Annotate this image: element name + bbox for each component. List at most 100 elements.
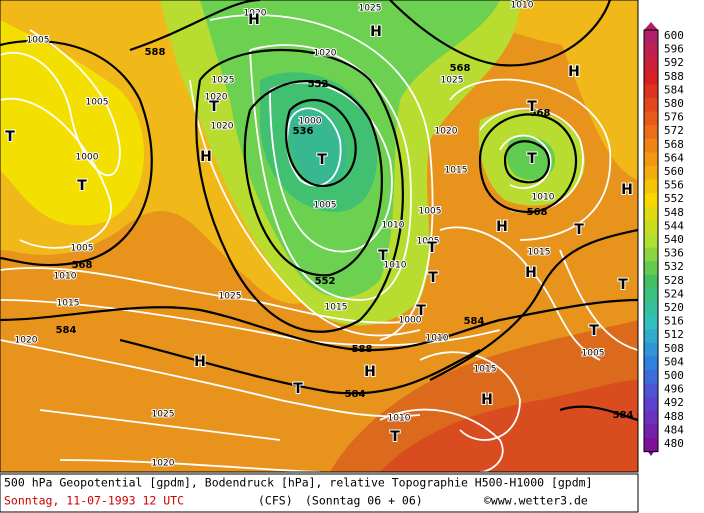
colorbar-label: 544 xyxy=(664,219,684,232)
isobar-label: 1025 xyxy=(441,76,464,86)
pressure-center: T xyxy=(527,151,537,167)
isobar-label: 1020 xyxy=(314,49,337,59)
colorbar-label: 576 xyxy=(664,111,684,124)
pressure-center: T xyxy=(618,277,628,293)
colorbar-label: 500 xyxy=(664,369,684,382)
caption-box xyxy=(0,473,639,513)
colorbar-label: 520 xyxy=(664,301,684,314)
caption-model: (CFS) xyxy=(258,494,293,508)
colorbar-cell xyxy=(644,438,658,453)
colorbar-label: 592 xyxy=(664,56,684,69)
colorbar-cell xyxy=(644,193,658,208)
caption-line: 500 hPa Geopotential [gpdm], Bodendruck … xyxy=(4,476,593,490)
isobar-label: 1005 xyxy=(86,98,109,108)
isobar-label: 1015 xyxy=(528,248,551,258)
colorbar-cell xyxy=(644,410,658,425)
isobar-label: 1025 xyxy=(212,76,235,86)
colorbar-cell xyxy=(644,125,658,140)
geopotential-label: 552 xyxy=(315,276,336,287)
isobar-label: 1010 xyxy=(382,221,405,231)
colorbar-label: 528 xyxy=(664,274,684,287)
colorbar-cell xyxy=(644,111,658,126)
colorbar-cell xyxy=(644,424,658,439)
colorbar-cell xyxy=(644,234,658,249)
geopotential-label: 568 xyxy=(72,260,93,271)
colorbar-cell xyxy=(644,397,658,412)
geopotential-label: 588 xyxy=(145,47,166,58)
colorbar-top xyxy=(644,22,658,30)
pressure-center: H xyxy=(200,149,212,165)
geopotential-label: 568 xyxy=(527,207,548,218)
colorbar-cell xyxy=(644,288,658,303)
colorbar-label: 560 xyxy=(664,165,684,178)
colorbar-cell xyxy=(644,247,658,262)
caption-date: Sonntag, 11-07-1993 12 UTC xyxy=(4,494,184,508)
colorbar-cell xyxy=(644,84,658,99)
colorbar-label: 524 xyxy=(664,287,684,300)
colorbar-label: 508 xyxy=(664,342,684,355)
isobar-label: 1020 xyxy=(15,336,38,346)
isobar-label: 1010 xyxy=(532,193,555,203)
map-frame xyxy=(0,0,639,473)
colorbar-label: 488 xyxy=(664,410,684,423)
colorbar-cell xyxy=(644,138,658,153)
colorbar-cell xyxy=(644,70,658,85)
geopotential-label: 552 xyxy=(308,79,329,90)
colorbar-label: 572 xyxy=(664,124,684,137)
colorbar-label: 552 xyxy=(664,192,684,205)
colorbar-label: 492 xyxy=(664,396,684,409)
colorbar-cell xyxy=(644,57,658,72)
isobar-label: 1000 xyxy=(299,117,322,127)
isobar-label: 1015 xyxy=(325,303,348,313)
colorbar-cell xyxy=(644,30,658,45)
pressure-center: T xyxy=(77,178,87,194)
pressure-center: T xyxy=(390,429,400,445)
colorbar-label: 580 xyxy=(664,97,684,110)
isobar-label: 1020 xyxy=(205,93,228,103)
colorbar-label: 536 xyxy=(664,247,684,260)
colorbar-label: 504 xyxy=(664,355,684,368)
colorbar-label: 480 xyxy=(664,437,684,450)
colorbar-label: 516 xyxy=(664,315,684,328)
colorbar-label: 564 xyxy=(664,151,684,164)
isobar-label: 1020 xyxy=(244,9,267,19)
colorbar-label: 584 xyxy=(664,83,684,96)
isobar-label: 1015 xyxy=(445,166,468,176)
isobar-label: 1025 xyxy=(219,292,242,302)
colorbar-label: 588 xyxy=(664,70,684,83)
colorbar-label: 496 xyxy=(664,383,684,396)
colorbar-label: 568 xyxy=(664,138,684,151)
colorbar-cell xyxy=(644,179,658,194)
pressure-center: H xyxy=(481,392,493,408)
colorbar-cell xyxy=(644,220,658,235)
geopotential-label: 584 xyxy=(345,389,366,400)
colorbar-label: 540 xyxy=(664,233,684,246)
isobar-label: 1010 xyxy=(384,261,407,271)
pressure-center: T xyxy=(589,323,599,339)
geopotential-label: 588 xyxy=(352,344,373,355)
isobar-label: 1020 xyxy=(435,127,458,137)
isobar-label: 1015 xyxy=(57,299,80,309)
isobar-label: 1005 xyxy=(582,349,605,359)
pressure-center: H xyxy=(621,182,633,198)
colorbar-cell xyxy=(644,98,658,113)
isobar-label: 1005 xyxy=(417,237,440,247)
isobar-label: 1000 xyxy=(76,153,99,163)
colorbar-cell xyxy=(644,329,658,344)
map-field xyxy=(0,0,638,472)
isobar-label: 1020 xyxy=(152,459,175,469)
colorbar-frame xyxy=(643,29,659,453)
pressure-center: T xyxy=(427,240,437,256)
pressure-center: H xyxy=(248,12,260,28)
isobar-label: 1010 xyxy=(388,414,411,424)
colorbar-cell xyxy=(644,166,658,181)
colorbar-cell xyxy=(644,274,658,289)
colorbar-label: 548 xyxy=(664,206,684,219)
pressure-center: T xyxy=(574,222,584,238)
isobar-label: 1025 xyxy=(359,4,382,14)
isobar-label: 1010 xyxy=(54,272,77,282)
colorbar-cell xyxy=(644,152,658,167)
colorbar-label: 532 xyxy=(664,260,684,273)
colorbar-cell xyxy=(644,342,658,357)
